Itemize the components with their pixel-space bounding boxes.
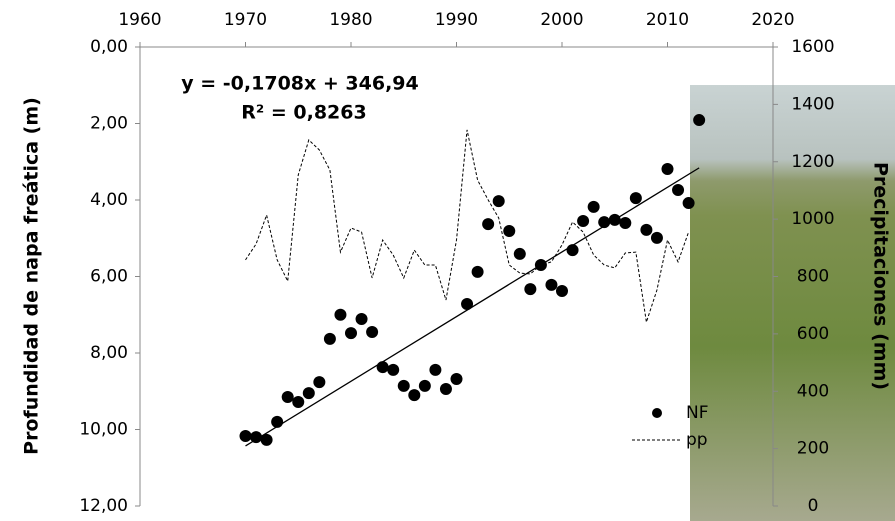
point <box>577 215 589 227</box>
point <box>619 217 631 229</box>
point <box>640 224 652 236</box>
y-tick-label: 0,00 <box>90 37 128 57</box>
y-tick-label: 6,00 <box>90 267 128 287</box>
point <box>408 389 420 401</box>
point <box>398 380 410 392</box>
point <box>672 184 684 196</box>
y2-axis-label: Precipitaciones (mm) <box>870 162 892 390</box>
point <box>662 163 674 175</box>
y-tick-label: 10,00 <box>79 420 128 440</box>
point <box>556 285 568 297</box>
y-tick-label: 12,00 <box>79 496 128 516</box>
point <box>282 391 294 403</box>
point <box>503 225 515 237</box>
point <box>313 376 325 388</box>
point <box>493 195 505 207</box>
point <box>545 279 557 291</box>
point <box>356 313 368 325</box>
y2-tick-label: 1000 <box>791 209 834 229</box>
legend-label: NF <box>686 403 709 423</box>
point <box>588 201 600 213</box>
background-photo <box>690 85 895 521</box>
point <box>366 326 378 338</box>
y2-tick-label: 1400 <box>791 94 834 114</box>
x-tick-label: 2000 <box>540 10 583 30</box>
y2-tick-label: 1600 <box>791 37 834 57</box>
point <box>482 218 494 230</box>
x-tick-label: 1980 <box>329 10 372 30</box>
x-tick-label: 1990 <box>435 10 478 30</box>
y2-tick-label: 400 <box>797 381 829 401</box>
r-squared: R² = 0,8263 <box>241 102 366 124</box>
point <box>377 361 389 373</box>
y-axis-label: Profundidad de napa freática (m) <box>21 97 43 455</box>
point <box>324 333 336 345</box>
point <box>524 283 536 295</box>
point <box>451 373 463 385</box>
x-tick-label: 1970 <box>224 10 267 30</box>
point <box>292 396 304 408</box>
point <box>303 387 315 399</box>
y2-tick-label: 0 <box>808 496 819 516</box>
point <box>630 192 642 204</box>
equation: y = -0,1708x + 346,94 <box>181 73 418 95</box>
point <box>419 380 431 392</box>
y-tick-label: 2,00 <box>90 114 128 134</box>
point <box>345 327 357 339</box>
x-tick-label: 2020 <box>751 10 794 30</box>
legend-label: pp <box>686 430 708 450</box>
y2-tick-label: 1200 <box>791 152 834 172</box>
y2-tick-label: 600 <box>797 324 829 344</box>
y2-tick-label: 200 <box>797 439 829 459</box>
y2-tick-label: 800 <box>797 267 829 287</box>
point <box>693 114 705 126</box>
point <box>472 266 484 278</box>
point <box>514 248 526 260</box>
point <box>387 364 399 376</box>
point <box>240 430 252 442</box>
y-tick-label: 8,00 <box>90 343 128 363</box>
point <box>334 309 346 321</box>
legend-marker <box>652 408 662 418</box>
point <box>683 197 695 209</box>
point <box>651 232 663 244</box>
x-tick-label: 2010 <box>646 10 689 30</box>
chart: y = -0,1708x + 346,94 R² = 0,8263 Profun… <box>0 0 895 521</box>
x-tick-label: 1960 <box>118 10 161 30</box>
point <box>429 364 441 376</box>
y-tick-label: 4,00 <box>90 190 128 210</box>
point <box>440 383 452 395</box>
trendline <box>246 168 700 446</box>
